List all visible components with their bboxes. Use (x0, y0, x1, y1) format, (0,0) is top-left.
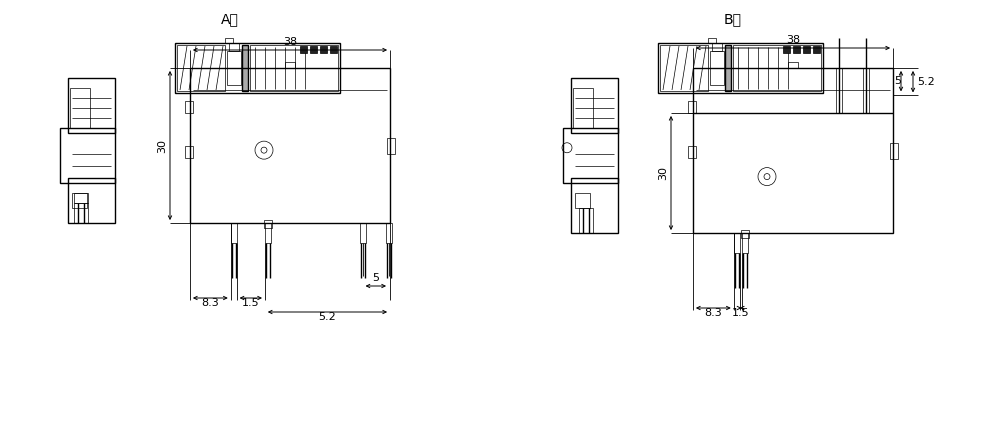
Bar (177, 45, 225, 91)
Text: 30: 30 (157, 138, 167, 152)
Bar (68, 178, 115, 223)
Bar (387, 138, 395, 154)
Text: A型: A型 (221, 12, 239, 26)
Text: 5.2: 5.2 (917, 77, 935, 86)
Text: 5.2: 5.2 (319, 312, 336, 322)
Bar (803, 46, 810, 53)
Bar (660, 45, 708, 91)
Bar (74, 203, 88, 223)
Text: B型: B型 (724, 12, 742, 26)
Bar (563, 128, 618, 183)
Bar (793, 46, 800, 53)
Bar (285, 62, 295, 68)
Bar (264, 220, 272, 228)
Bar (658, 43, 823, 93)
Bar (320, 46, 327, 53)
Bar (250, 45, 338, 91)
Bar (890, 143, 898, 159)
Bar (70, 88, 90, 128)
Bar (386, 223, 392, 243)
Bar (741, 233, 747, 253)
Bar (725, 45, 731, 91)
Bar (265, 223, 271, 243)
Bar (227, 51, 241, 85)
Bar (225, 38, 233, 43)
Bar (185, 101, 193, 113)
Bar (190, 68, 390, 223)
Bar (74, 193, 88, 203)
Text: 38: 38 (283, 37, 297, 47)
Bar (575, 193, 590, 208)
Text: 5: 5 (894, 76, 901, 86)
Bar (571, 178, 618, 233)
Bar (60, 128, 115, 183)
Bar (693, 68, 893, 233)
Bar (813, 46, 820, 53)
Bar (72, 193, 87, 208)
Bar (710, 51, 724, 85)
Bar (708, 38, 716, 43)
Bar (733, 233, 739, 253)
Text: 8.3: 8.3 (201, 298, 219, 308)
Bar (740, 230, 748, 238)
Bar (175, 43, 340, 93)
Bar (573, 88, 593, 128)
Bar (359, 223, 365, 243)
Bar (230, 223, 236, 243)
Bar (68, 78, 115, 133)
Bar (300, 46, 307, 53)
Bar (310, 46, 317, 53)
Bar (733, 45, 821, 91)
Bar (242, 45, 248, 91)
Bar (229, 43, 239, 51)
Text: 8.3: 8.3 (704, 308, 722, 318)
Bar (688, 101, 696, 113)
Text: 30: 30 (658, 166, 668, 180)
Bar (788, 62, 798, 68)
Bar (688, 146, 696, 158)
Bar (185, 146, 193, 158)
Bar (571, 78, 618, 133)
Bar (836, 68, 842, 113)
Text: 1.5: 1.5 (731, 308, 749, 318)
Text: 1.5: 1.5 (242, 298, 260, 308)
Text: 5: 5 (372, 273, 379, 283)
Bar (712, 43, 722, 51)
Bar (330, 46, 337, 53)
Bar (862, 68, 868, 113)
Text: 38: 38 (786, 35, 800, 45)
Bar (783, 46, 790, 53)
Bar (579, 208, 593, 233)
